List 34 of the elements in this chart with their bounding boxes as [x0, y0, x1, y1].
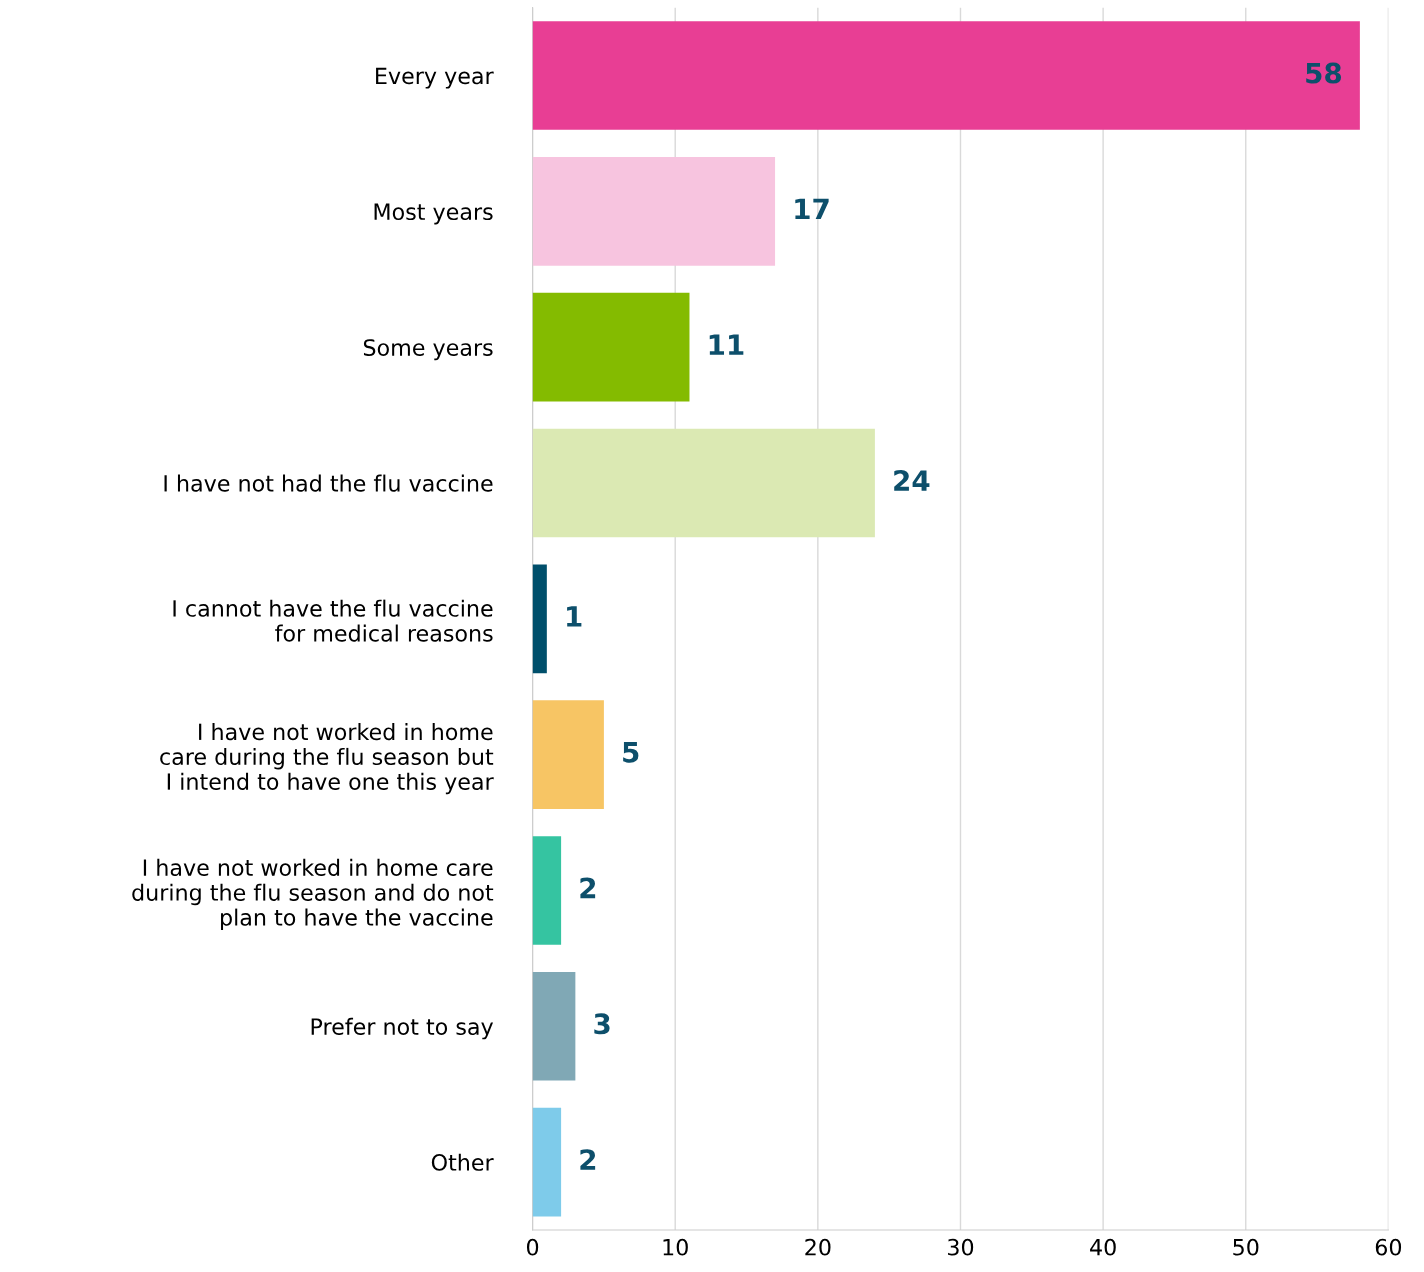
bar: [532, 700, 604, 809]
y-tick-label: Every year: [376, 67, 494, 89]
x-tick-label: 50: [1233, 1238, 1259, 1256]
x-tick-label: 40: [1090, 1238, 1116, 1256]
data-label: 24: [894, 470, 930, 491]
x-tick-label: 10: [663, 1238, 688, 1256]
x-tick-label: 20: [805, 1238, 831, 1256]
bar: [532, 292, 690, 402]
y-tick-label: I cannot have the flu vaccine for medical reasons: [173, 599, 493, 642]
data-label: 1: [567, 606, 582, 627]
y-tick-label: I have not worked in home care during the flu season but I intend to have one this year: [160, 723, 494, 795]
data-label: 17: [795, 198, 829, 220]
x-tick-label: 30: [948, 1238, 974, 1256]
data-label: 11: [709, 334, 744, 355]
bar: [532, 971, 576, 1081]
data-label: 5: [623, 742, 639, 763]
x-tick-label: 60: [1375, 1238, 1402, 1256]
data-label: 2: [580, 877, 596, 899]
bar: [532, 564, 547, 674]
y-tick-label: Prefer not to say: [311, 1017, 494, 1040]
data-label: 3: [594, 1013, 610, 1035]
bar: [532, 428, 875, 538]
data-label: 58: [1306, 62, 1342, 84]
bar: [532, 21, 1360, 130]
data-label: 2: [580, 1149, 596, 1170]
y-tick-label: I have not worked in home care during the flu season and do not plan to have the vaccine: [132, 858, 494, 931]
y-tick-label: I have not had the flu vaccine: [164, 474, 493, 492]
bar: [532, 157, 776, 266]
bar: [532, 1107, 562, 1217]
y-tick-label: Most years: [374, 203, 493, 225]
x-tick-label: 0: [526, 1238, 539, 1256]
y-tick-label: Some years: [363, 339, 493, 361]
y-tick-label: Other: [431, 1153, 494, 1171]
bar: [532, 836, 562, 945]
